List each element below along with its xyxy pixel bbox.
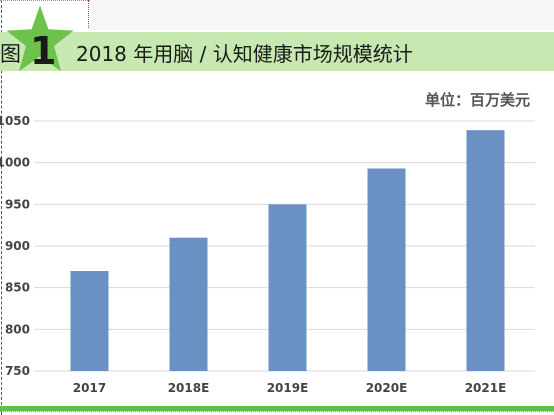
x-tick-label: 2021E <box>465 381 507 395</box>
bar <box>169 237 208 371</box>
bar <box>367 168 406 371</box>
x-tick-label: 2019E <box>267 381 309 395</box>
y-tick-label: 850 <box>5 281 30 295</box>
chart-title: 2018 年用脑 / 认知健康市场规模统计 <box>76 42 413 66</box>
y-tick-label: 800 <box>5 322 30 336</box>
unit-label: 单位：百万美元 <box>424 91 530 109</box>
page-top-guide <box>0 0 90 1</box>
x-tick-label: 2017 <box>73 381 106 395</box>
x-tick-label: 2018E <box>168 381 210 395</box>
bottom-rule <box>0 406 554 411</box>
page-background-strip <box>90 0 554 30</box>
bar <box>70 271 109 371</box>
y-tick-label: 750 <box>5 364 30 378</box>
bottom-guide <box>0 411 554 412</box>
y-tick-label: 900 <box>5 239 30 253</box>
page-corner-guide <box>88 0 89 28</box>
y-tick-label: 1050 <box>0 114 30 128</box>
bar-chart: 750 800 850 900 950 1000 1050 2017 2018E 2019E 202… <box>0 114 535 395</box>
bar <box>268 204 307 371</box>
figure-prefix: 图 <box>0 42 21 66</box>
figure-number: 1 <box>30 29 57 73</box>
y-tick-label: 1000 <box>0 156 30 170</box>
figure-header <box>0 32 554 71</box>
x-tick-label: 2020E <box>366 381 408 395</box>
y-tick-label: 950 <box>5 197 30 211</box>
star-icon <box>6 5 74 72</box>
page-margin-guide <box>1 0 2 415</box>
bar <box>466 130 505 371</box>
